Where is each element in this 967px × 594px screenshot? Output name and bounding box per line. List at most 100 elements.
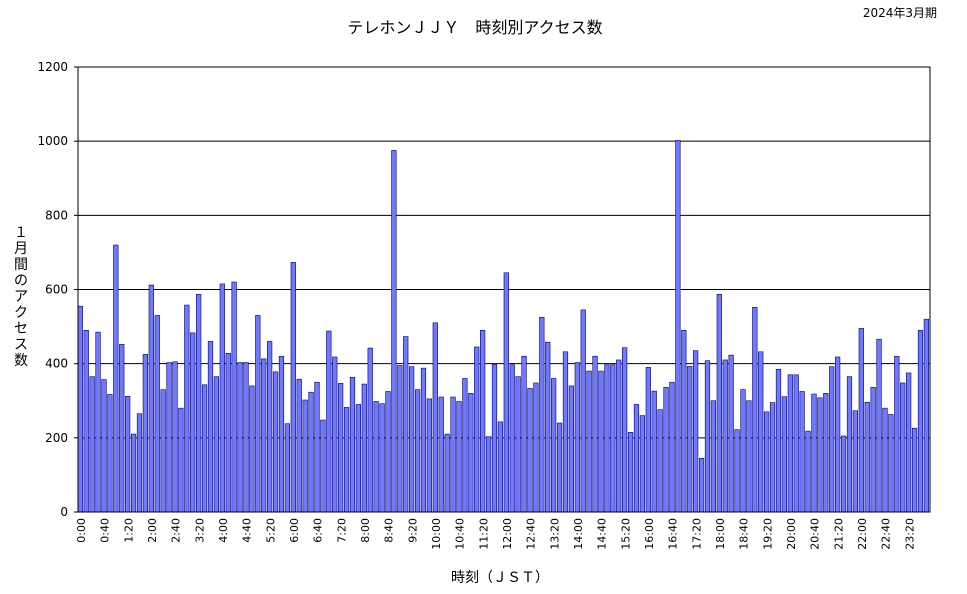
x-tick-label: 14:00 xyxy=(572,518,585,550)
y-tick-label: 1200 xyxy=(37,60,68,74)
bar xyxy=(397,365,403,513)
chart-title: テレホンＪＪＹ 時刻別アクセス数 xyxy=(347,18,602,37)
bar xyxy=(781,396,788,513)
bar xyxy=(710,400,717,513)
bar xyxy=(906,372,912,513)
bar xyxy=(864,401,870,513)
y-axis-label: １月間のアクセス数 xyxy=(14,225,28,369)
bar xyxy=(556,422,563,513)
bar xyxy=(485,436,492,513)
bar xyxy=(911,427,918,513)
bar xyxy=(409,366,415,513)
bar xyxy=(663,387,669,513)
bar xyxy=(503,272,509,513)
bar xyxy=(414,389,421,513)
bar xyxy=(574,362,580,513)
bar xyxy=(900,382,906,513)
y-axis-ticks: 0 200 400 600 800 1000 1200 xyxy=(37,60,78,519)
x-tick-label: 10:40 xyxy=(454,518,467,550)
bar xyxy=(278,355,285,513)
x-tick-label: 14:40 xyxy=(596,518,609,550)
x-tick-label: 16:40 xyxy=(667,518,680,550)
bar xyxy=(148,284,154,513)
bar xyxy=(243,362,249,513)
bar xyxy=(852,410,859,513)
bar xyxy=(237,362,243,513)
bar xyxy=(616,359,622,513)
bar xyxy=(894,355,900,513)
bar xyxy=(805,430,811,513)
x-tick-label: 5:20 xyxy=(264,518,277,543)
bar xyxy=(799,391,805,513)
bar xyxy=(154,315,160,513)
x-tick-label: 17:20 xyxy=(690,518,703,550)
x-tick-label: 10:00 xyxy=(430,518,443,550)
x-tick-label: 8:40 xyxy=(383,518,396,543)
bar xyxy=(545,341,551,513)
y-tick-label: 600 xyxy=(45,283,68,297)
x-tick-label: 12:40 xyxy=(525,518,538,550)
y-tick-label: 0 xyxy=(60,505,68,519)
bar xyxy=(740,389,746,513)
bar xyxy=(811,393,817,513)
bar xyxy=(119,344,125,513)
bar xyxy=(693,350,699,513)
bar xyxy=(77,305,83,513)
bar xyxy=(497,421,503,513)
bar xyxy=(373,401,379,513)
x-tick-label: 1:20 xyxy=(122,518,135,543)
bar xyxy=(509,364,515,513)
bar xyxy=(793,374,799,513)
bar xyxy=(219,283,225,513)
bar xyxy=(716,294,722,513)
bar xyxy=(752,306,758,513)
bar xyxy=(586,370,592,513)
bar xyxy=(355,404,361,513)
bar xyxy=(225,352,231,513)
bar xyxy=(338,383,344,513)
x-tick-label: 18:00 xyxy=(714,518,727,550)
bar xyxy=(687,365,693,513)
bar xyxy=(722,359,728,513)
bar xyxy=(83,329,89,513)
x-axis-ticks: 0:00 0:40 1:20 2:00 2:40 3:20 4:00 4:40 5:20 6:00… xyxy=(75,518,916,550)
y-tick-label: 200 xyxy=(45,431,68,445)
bar xyxy=(332,356,338,513)
bar xyxy=(870,387,876,513)
bar xyxy=(125,395,131,513)
bar xyxy=(343,407,350,513)
bar xyxy=(562,351,569,513)
bar xyxy=(95,331,101,513)
bar xyxy=(923,318,930,513)
bar xyxy=(598,370,604,513)
bar xyxy=(391,150,397,513)
bar xyxy=(829,366,835,513)
bar xyxy=(142,354,149,513)
x-tick-label: 22:40 xyxy=(880,518,893,550)
bar xyxy=(846,376,853,513)
x-tick-label: 8:00 xyxy=(359,518,372,543)
bar xyxy=(769,402,776,513)
bar xyxy=(639,415,646,513)
bar xyxy=(758,351,764,513)
bar xyxy=(787,374,793,513)
bar xyxy=(551,378,557,513)
bar xyxy=(314,381,320,513)
x-tick-label: 0:00 xyxy=(75,518,88,543)
x-tick-label: 19:20 xyxy=(761,518,774,550)
bar xyxy=(728,354,734,513)
x-tick-label: 2:40 xyxy=(170,518,183,543)
x-tick-label: 20:40 xyxy=(809,518,822,550)
bar xyxy=(888,414,894,513)
bar xyxy=(468,393,474,513)
y-tick-label: 400 xyxy=(45,357,68,371)
bar xyxy=(491,364,498,513)
bar xyxy=(196,294,202,513)
bar xyxy=(403,336,409,513)
bar xyxy=(320,419,326,513)
bar xyxy=(882,407,888,513)
bar xyxy=(651,390,657,513)
x-tick-label: 22:00 xyxy=(856,518,869,550)
bar xyxy=(426,398,432,513)
